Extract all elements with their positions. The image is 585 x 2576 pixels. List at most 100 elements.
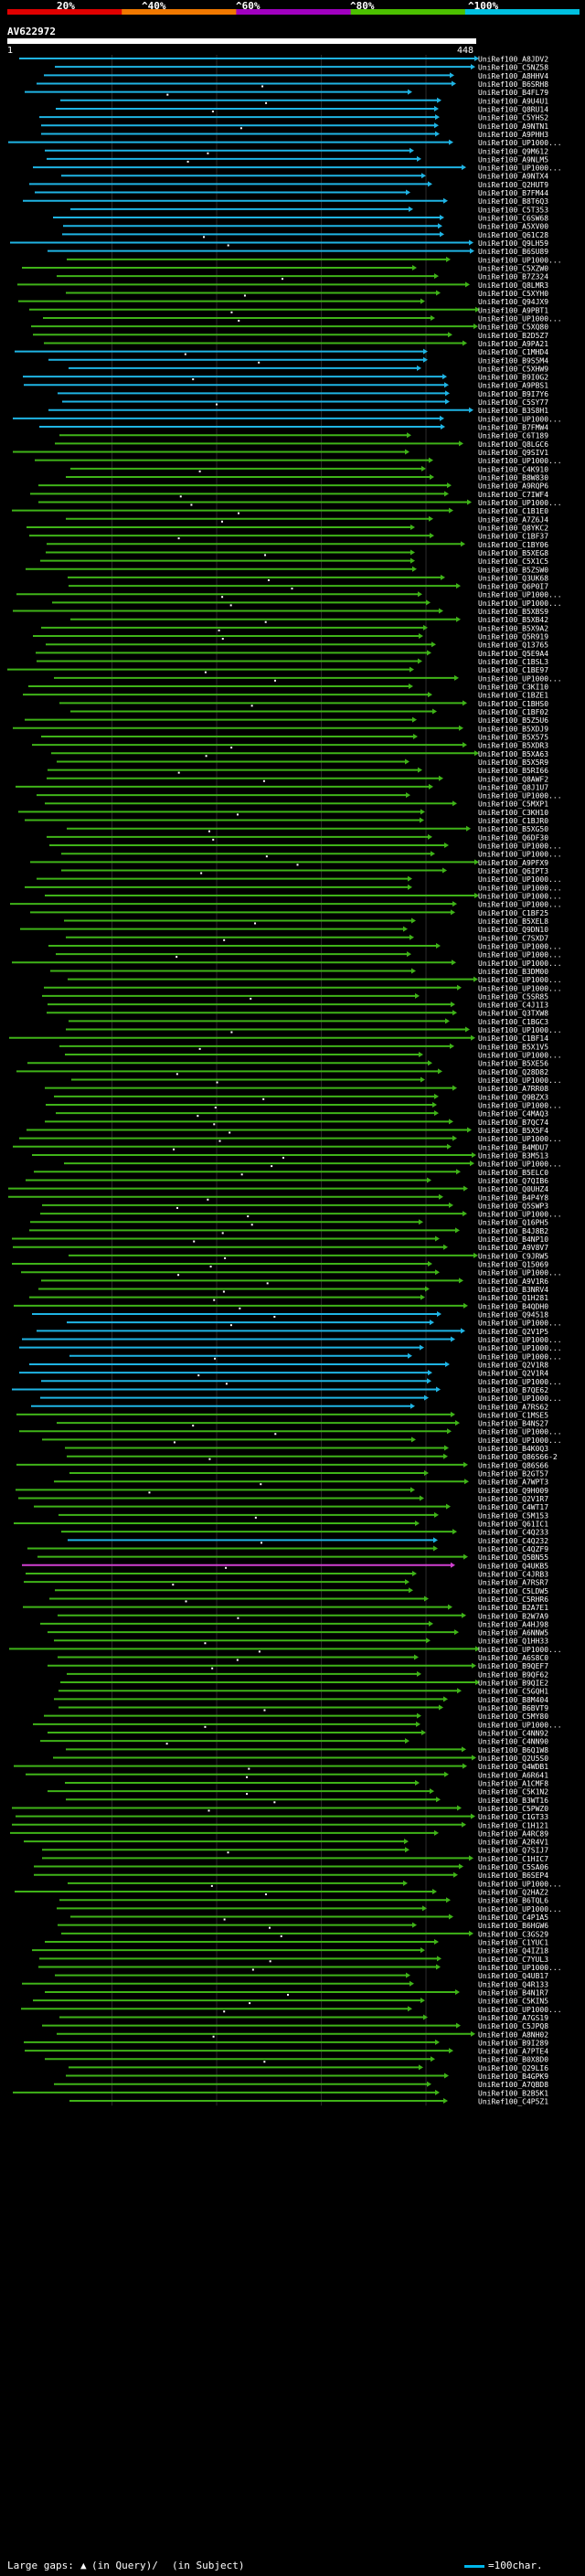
hit-label[interactable]: UniRef100_C1BF14 (478, 1034, 548, 1043)
hit-label[interactable]: UniRef100_B4NP10 (478, 1235, 548, 1244)
hit-label[interactable]: UniRef100_UP1000... (478, 1436, 562, 1445)
hit-label[interactable]: UniRef100_B7QC74 (478, 1118, 548, 1127)
hit-label[interactable]: UniRef100_B9I289 (478, 2039, 548, 2047)
hit-label[interactable]: UniRef100_UP1000... (478, 1646, 562, 1654)
hit-label[interactable]: UniRef100_UP1000... (478, 1161, 562, 1169)
hit-label[interactable]: UniRef100_C4Q232 (478, 1537, 548, 1545)
hit-label[interactable]: UniRef100_Q4WDB1 (478, 1763, 548, 1771)
hit-label[interactable]: UniRef100_B5Z5U6 (478, 716, 548, 725)
hit-label[interactable]: UniRef100_C5XYH0 (478, 290, 548, 298)
hit-label[interactable]: UniRef100_A8JDV2 (478, 56, 548, 64)
hit-label[interactable]: UniRef100_B9S5M4 (478, 356, 548, 365)
hit-label[interactable]: UniRef100_C3KH10 (478, 809, 548, 817)
hit-label[interactable]: UniRef100_A5XV00 (478, 223, 548, 231)
hit-label[interactable]: UniRef100_UP1000... (478, 256, 562, 264)
hit-label[interactable]: UniRef100_B6Q1W8 (478, 1746, 548, 1754)
hit-label[interactable]: UniRef100_C4NN90 (478, 1738, 548, 1746)
hit-label[interactable]: UniRef100_C9JRW5 (478, 1252, 548, 1260)
hit-label[interactable]: UniRef100_UP1000... (478, 884, 562, 892)
hit-label[interactable]: UniRef100_B0X8D0 (478, 2056, 548, 2064)
hit-label[interactable]: UniRef100_Q5SWP3 (478, 1202, 548, 1210)
hit-label[interactable]: UniRef100_C6SW68 (478, 215, 548, 223)
hit-label[interactable]: UniRef100_C5M153 (478, 1511, 548, 1520)
hit-label[interactable]: UniRef100_B5X1V5 (478, 1043, 548, 1051)
hit-label[interactable]: UniRef100_C1B1E0 (478, 507, 548, 515)
hit-label[interactable]: UniRef100_A8NH02 (478, 2030, 548, 2039)
hit-label[interactable]: UniRef100_A9V1R6 (478, 1277, 548, 1286)
hit-label[interactable]: UniRef100_C3KI10 (478, 684, 548, 692)
hit-label[interactable]: UniRef100_Q4UKB5 (478, 1562, 548, 1570)
hit-label[interactable]: UniRef100_B5XBS9 (478, 608, 548, 616)
hit-label[interactable]: UniRef100_Q94JX9 (478, 298, 548, 306)
hit-label[interactable]: UniRef100_B6TQL6 (478, 1897, 548, 1905)
hit-label[interactable]: UniRef100_C3GS29 (478, 1930, 548, 1938)
hit-label[interactable]: UniRef100_B4GPK9 (478, 2072, 548, 2081)
hit-label[interactable]: UniRef100_C1BGC3 (478, 1018, 548, 1026)
hit-label[interactable]: UniRef100_B5XA63 (478, 750, 548, 758)
hit-label[interactable]: UniRef100_Q4IZ18 (478, 1947, 548, 1956)
hit-label[interactable]: UniRef100_B5X5F4 (478, 1127, 548, 1135)
hit-label[interactable]: UniRef100_Q2U5S0 (478, 1754, 548, 1763)
hit-label[interactable]: UniRef100_C1MHD4 (478, 348, 548, 356)
hit-label[interactable]: UniRef100_B5XG50 (478, 825, 548, 833)
hit-label[interactable]: UniRef100_C5LDW5 (478, 1587, 548, 1595)
hit-label[interactable]: UniRef100_Q2V1P5 (478, 1328, 548, 1336)
hit-label[interactable]: UniRef100_UP1000... (478, 314, 562, 323)
hit-label[interactable]: UniRef100_Q3TXW8 (478, 1010, 548, 1018)
hit-label[interactable]: UniRef100_B6BVT9 (478, 1704, 548, 1712)
hit-label[interactable]: UniRef100_UP1000... (478, 499, 562, 507)
hit-label[interactable]: UniRef100_B2B5K1 (478, 2089, 548, 2097)
hit-label[interactable]: UniRef100_A9NLM5 (478, 155, 548, 164)
hit-label[interactable]: UniRef100_UP1000... (478, 1344, 562, 1352)
hit-label[interactable]: UniRef100_Q86S66-2 (478, 1453, 558, 1461)
hit-label[interactable]: UniRef100_Q8LGC6 (478, 440, 548, 449)
hit-label[interactable]: UniRef100_A7QBD8 (478, 2081, 548, 2089)
hit-label[interactable]: UniRef100_B5XDR3 (478, 742, 548, 750)
hit-label[interactable]: UniRef100_B4MDU7 (478, 1143, 548, 1151)
hit-label[interactable]: UniRef100_Q28D82 (478, 1068, 548, 1076)
hit-label[interactable]: UniRef100_B9I7Y6 (478, 390, 548, 398)
hit-label[interactable]: UniRef100_B4P4Y8 (478, 1193, 548, 1202)
hit-label[interactable]: UniRef100_Q6P0I7 (478, 583, 548, 591)
hit-label[interactable]: UniRef100_Q1HH33 (478, 1638, 548, 1646)
hit-label[interactable]: UniRef100_Q29LI6 (478, 2064, 548, 2072)
hit-label[interactable]: UniRef100_UP1000... (478, 1076, 562, 1085)
hit-label[interactable]: UniRef100_UP1000... (478, 1135, 562, 1143)
hit-label[interactable]: UniRef100_C5X1C5 (478, 557, 548, 566)
hit-label[interactable]: UniRef100_B4QDH0 (478, 1302, 548, 1310)
hit-label[interactable]: UniRef100_Q9M612 (478, 147, 548, 155)
hit-label[interactable]: UniRef100_A7RSR7 (478, 1579, 548, 1587)
hit-label[interactable]: UniRef100_UP1000... (478, 792, 562, 800)
hit-label[interactable]: UniRef100_B4K0Q3 (478, 1445, 548, 1453)
hit-label[interactable]: UniRef100_UP1000... (478, 457, 562, 465)
hit-label[interactable]: UniRef100_UP1000... (478, 1394, 562, 1403)
hit-label[interactable]: UniRef100_Q9LH59 (478, 239, 548, 248)
hit-label[interactable]: UniRef100_Q13765 (478, 641, 548, 650)
hit-label[interactable]: UniRef100_UP1000... (478, 1102, 562, 1110)
hit-label[interactable]: UniRef100_B6HGW6 (478, 1922, 548, 1930)
hit-label[interactable]: UniRef100_C1GT33 (478, 1813, 548, 1821)
hit-label[interactable]: UniRef100_A7RS62 (478, 1403, 548, 1411)
hit-label[interactable]: UniRef100_C5K1N2 (478, 1788, 548, 1797)
hit-label[interactable]: UniRef100_A9PA21 (478, 340, 548, 348)
hit-label[interactable]: UniRef100_B3S8H1 (478, 407, 548, 415)
hit-label[interactable]: UniRef100_B5X5R9 (478, 758, 548, 767)
hit-label[interactable]: UniRef100_A9PBT1 (478, 306, 548, 314)
hit-label[interactable]: UniRef100_C5MXP1 (478, 800, 548, 809)
hit-label[interactable]: UniRef100_A9NTX4 (478, 173, 548, 181)
hit-label[interactable]: UniRef100_C4Q233 (478, 1529, 548, 1537)
hit-label[interactable]: UniRef100_UP1000... (478, 1320, 562, 1328)
hit-label[interactable]: UniRef100_B5XEG8 (478, 549, 548, 557)
hit-label[interactable]: UniRef100_UP1000... (478, 1026, 562, 1034)
hit-label[interactable]: UniRef100_C4NN92 (478, 1730, 548, 1738)
hit-label[interactable]: UniRef100_C1YUC1 (478, 1939, 548, 1947)
hit-label[interactable]: UniRef100_B7Z324 (478, 273, 548, 281)
hit-label[interactable]: UniRef100_C4K910 (478, 465, 548, 473)
hit-label[interactable]: UniRef100_A1CMF8 (478, 1779, 548, 1787)
hit-label[interactable]: UniRef100_Q9H009 (478, 1487, 548, 1495)
hit-label[interactable]: UniRef100_Q9DN10 (478, 926, 548, 934)
hit-label[interactable]: UniRef100_B2A7E1 (478, 1604, 548, 1612)
hit-label[interactable]: UniRef100_C5PWZ0 (478, 1805, 548, 1813)
hit-label[interactable]: UniRef100_B6SU89 (478, 248, 548, 256)
hit-label[interactable]: UniRef100_UP1000... (478, 959, 562, 968)
